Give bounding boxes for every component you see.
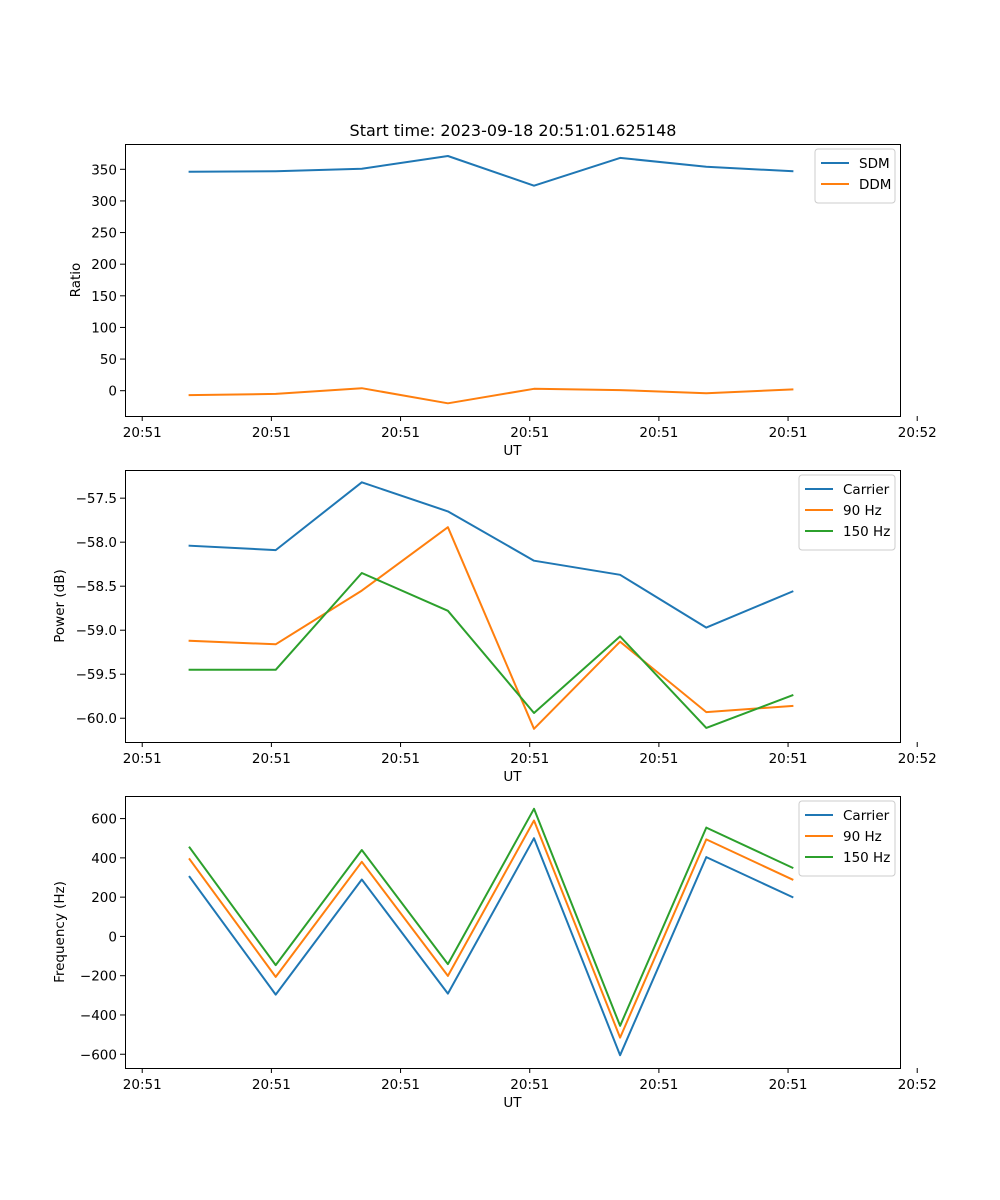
y-tick-label: 350	[91, 162, 117, 178]
series-line-carrier	[188, 837, 794, 1057]
series-line-ddm	[188, 387, 794, 405]
series-line-150-hz	[188, 807, 794, 1027]
x-tick-label: 20:51	[381, 425, 420, 441]
y-tick-label: 100	[91, 320, 117, 336]
x-tick-label: 20:51	[123, 425, 162, 441]
y-tick-label: −57.5	[76, 491, 117, 507]
legend: SDM DDM	[814, 148, 896, 204]
legend: Carrier 90 Hz 150 Hz	[798, 474, 896, 551]
x-tick-label: 20:51	[639, 751, 678, 767]
x-tick-label: 20:51	[381, 751, 420, 767]
x-tick-label: 20:51	[510, 751, 549, 767]
y-tick-label: −58.5	[76, 579, 117, 595]
figure-title: Start time: 2023-09-18 20:51:01.625148	[350, 121, 677, 140]
chart-panels: 20:51 20:51 20:51 20:51 20:51 20:51 20:52 0 50 10…	[52, 144, 937, 1111]
y-tick-label: 0	[108, 384, 117, 400]
x-axis-label: UT	[503, 443, 522, 459]
x-axis-label: UT	[503, 769, 522, 785]
y-tick-label: 600	[91, 812, 117, 828]
legend-label: 90 Hz	[843, 503, 882, 519]
x-axis-label: UT	[503, 1095, 522, 1111]
axes-frame	[125, 144, 901, 417]
legend-label: 90 Hz	[843, 829, 882, 845]
y-tick-label: 300	[91, 194, 117, 210]
y-axis-label: Frequency (Hz)	[52, 881, 68, 983]
power-panel: 20:51 20:51 20:51 20:51 20:51 20:51 20:52 −60.0…	[52, 470, 937, 785]
legend-label: Carrier	[843, 482, 890, 498]
y-axis-label: Power (dB)	[52, 569, 68, 642]
y-tick-label: −600	[80, 1047, 117, 1063]
y-tick-label: 50	[100, 352, 117, 368]
x-tick-label: 20:51	[769, 425, 808, 441]
x-tick-label: 20:51	[252, 425, 291, 441]
legend-label: Carrier	[843, 808, 890, 824]
x-tick-label: 20:51	[769, 751, 808, 767]
y-tick-label: 250	[91, 226, 117, 242]
frequency-panel: 20:51 20:51 20:51 20:51 20:51 20:51 20:52 −600 −…	[52, 796, 937, 1111]
x-tick-label: 20:51	[510, 1077, 549, 1093]
y-tick-label: −59.5	[76, 667, 117, 683]
y-tick-label: −58.0	[76, 535, 117, 551]
y-tick-label: −400	[80, 1008, 117, 1024]
y-tick-label: −60.0	[76, 711, 117, 727]
legend-label: DDM	[859, 177, 891, 193]
x-tick-label: 20:51	[769, 1077, 808, 1093]
y-tick-label: 0	[108, 929, 117, 945]
x-tick-label: 20:51	[510, 425, 549, 441]
x-tick-label: 20:51	[123, 1077, 162, 1093]
x-tick-label: 20:52	[898, 751, 937, 767]
series-line-carrier	[188, 481, 794, 629]
x-tick-label: 20:51	[639, 425, 678, 441]
y-tick-label: 200	[91, 257, 117, 273]
y-axis-label: Ratio	[68, 263, 84, 298]
series-line-90-hz	[188, 819, 794, 1039]
x-tick-label: 20:51	[639, 1077, 678, 1093]
x-tick-label: 20:51	[252, 751, 291, 767]
legend-label: 150 Hz	[843, 524, 890, 540]
x-tick-label: 20:52	[898, 425, 937, 441]
y-tick-label: 150	[91, 289, 117, 305]
series-line-sdm	[188, 155, 794, 187]
x-tick-label: 20:52	[898, 1077, 937, 1093]
y-tick-label: −200	[80, 969, 117, 985]
x-tick-label: 20:51	[123, 751, 162, 767]
x-tick-label: 20:51	[381, 1077, 420, 1093]
series-line-90-hz	[188, 526, 794, 730]
y-tick-label: 200	[91, 890, 117, 906]
axes-frame	[125, 470, 901, 743]
axes-frame	[125, 796, 901, 1069]
ratio-panel: 20:51 20:51 20:51 20:51 20:51 20:51 20:52 0 50 10…	[68, 144, 937, 459]
legend: Carrier 90 Hz 150 Hz	[798, 800, 896, 877]
x-tick-label: 20:51	[252, 1077, 291, 1093]
series-line-150-hz	[188, 572, 794, 729]
y-tick-label: 400	[91, 851, 117, 867]
y-tick-label: −59.0	[76, 623, 117, 639]
legend-label: SDM	[859, 156, 890, 172]
legend-label: 150 Hz	[843, 850, 890, 866]
